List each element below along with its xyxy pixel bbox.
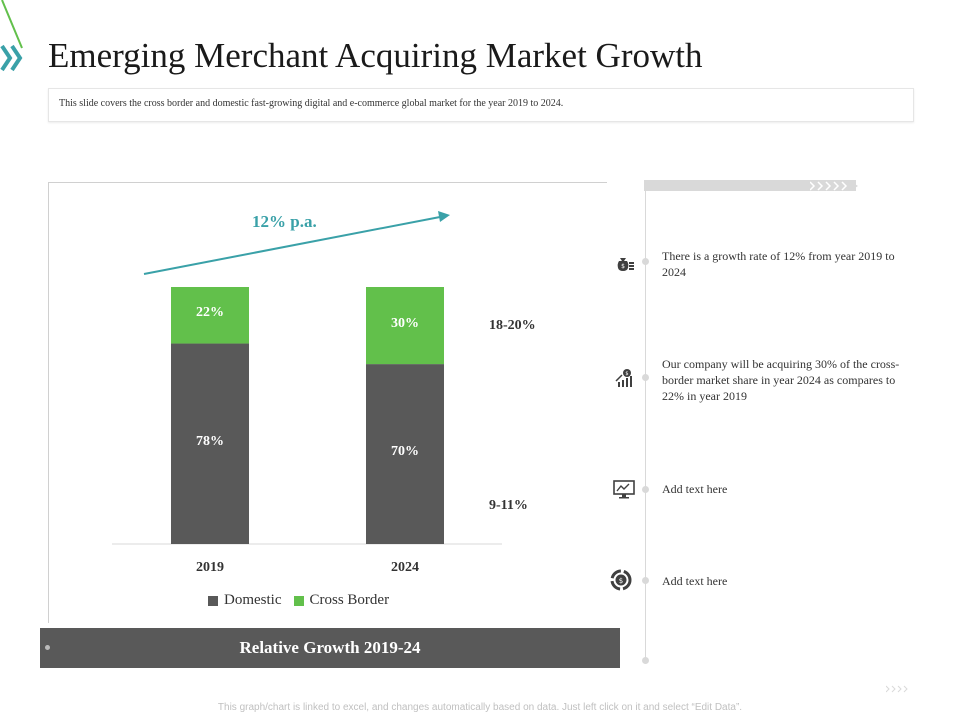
growth-chart-icon: $	[615, 369, 632, 387]
timeline-dot	[642, 374, 649, 381]
data-label-domestic-2019: 78%	[196, 433, 224, 449]
timeline-chevrons-icon	[810, 181, 858, 191]
chart-caption-bar: Relative Growth 2019-24	[40, 628, 620, 668]
growth-arrow-line	[143, 216, 441, 275]
category-label-2019: 2019	[196, 560, 224, 575]
bar-cross-border-2019	[171, 287, 249, 344]
svg-text:$: $	[621, 263, 625, 270]
timeline-end-dot	[642, 657, 649, 664]
growth-rate-label: 12% p.a.	[252, 212, 317, 231]
point-text: Our company will be acquiring 30% of the…	[662, 357, 900, 403]
data-label-cross-border-2024: 30%	[391, 315, 419, 331]
caption-dot	[45, 645, 50, 650]
point-text: Add text here	[662, 574, 728, 588]
timeline-line	[645, 190, 646, 662]
chart-caption: Relative Growth 2019-24	[239, 638, 421, 657]
legend-swatch-domestic	[208, 595, 218, 606]
chart-legend: Domestic Cross Border	[208, 592, 389, 609]
subtitle-box: This slide covers the cross border and d…	[48, 88, 914, 122]
subtitle-text: This slide covers the cross border and d…	[59, 98, 564, 109]
svg-text:$: $	[619, 577, 623, 585]
bar-domestic-2024	[366, 364, 444, 544]
footnote: This graph/chart is linked to excel, and…	[217, 702, 743, 713]
footer-chevrons-icon	[886, 685, 908, 693]
data-label-domestic-2024: 70%	[391, 444, 419, 460]
bar-domestic-2019	[171, 343, 249, 544]
point-text: There is a growth rate of 12% from year …	[662, 249, 895, 279]
legend-label-domestic: Domestic	[224, 592, 282, 608]
point-text: Add text here	[662, 482, 728, 496]
svg-text:$: $	[625, 371, 628, 377]
domestic-growth-label: 9-11%	[489, 498, 528, 513]
timeline-header-strip	[644, 180, 856, 191]
data-label-cross-border-2019: 22%	[196, 305, 224, 321]
cross-border-growth-label: 18-20%	[489, 318, 536, 333]
money-bag-icon: $	[617, 258, 634, 271]
timeline-dot	[642, 486, 649, 493]
timeline-dot	[642, 258, 649, 265]
chevron-decoration-icon	[0, 0, 23, 72]
dollar-cycle-icon: $	[610, 569, 632, 591]
page-title: Emerging Merchant Acquiring Market Growt…	[48, 36, 703, 75]
monitor-chart-icon	[613, 480, 635, 499]
timeline-dot	[642, 577, 649, 584]
chart-frame	[48, 182, 607, 623]
category-label-2024: 2024	[391, 560, 419, 575]
growth-arrow-head	[438, 211, 450, 222]
bar-cross-border-2024	[366, 287, 444, 365]
legend-swatch-cross-border	[293, 595, 304, 606]
legend-label-cross-border: Cross Border	[309, 592, 390, 608]
